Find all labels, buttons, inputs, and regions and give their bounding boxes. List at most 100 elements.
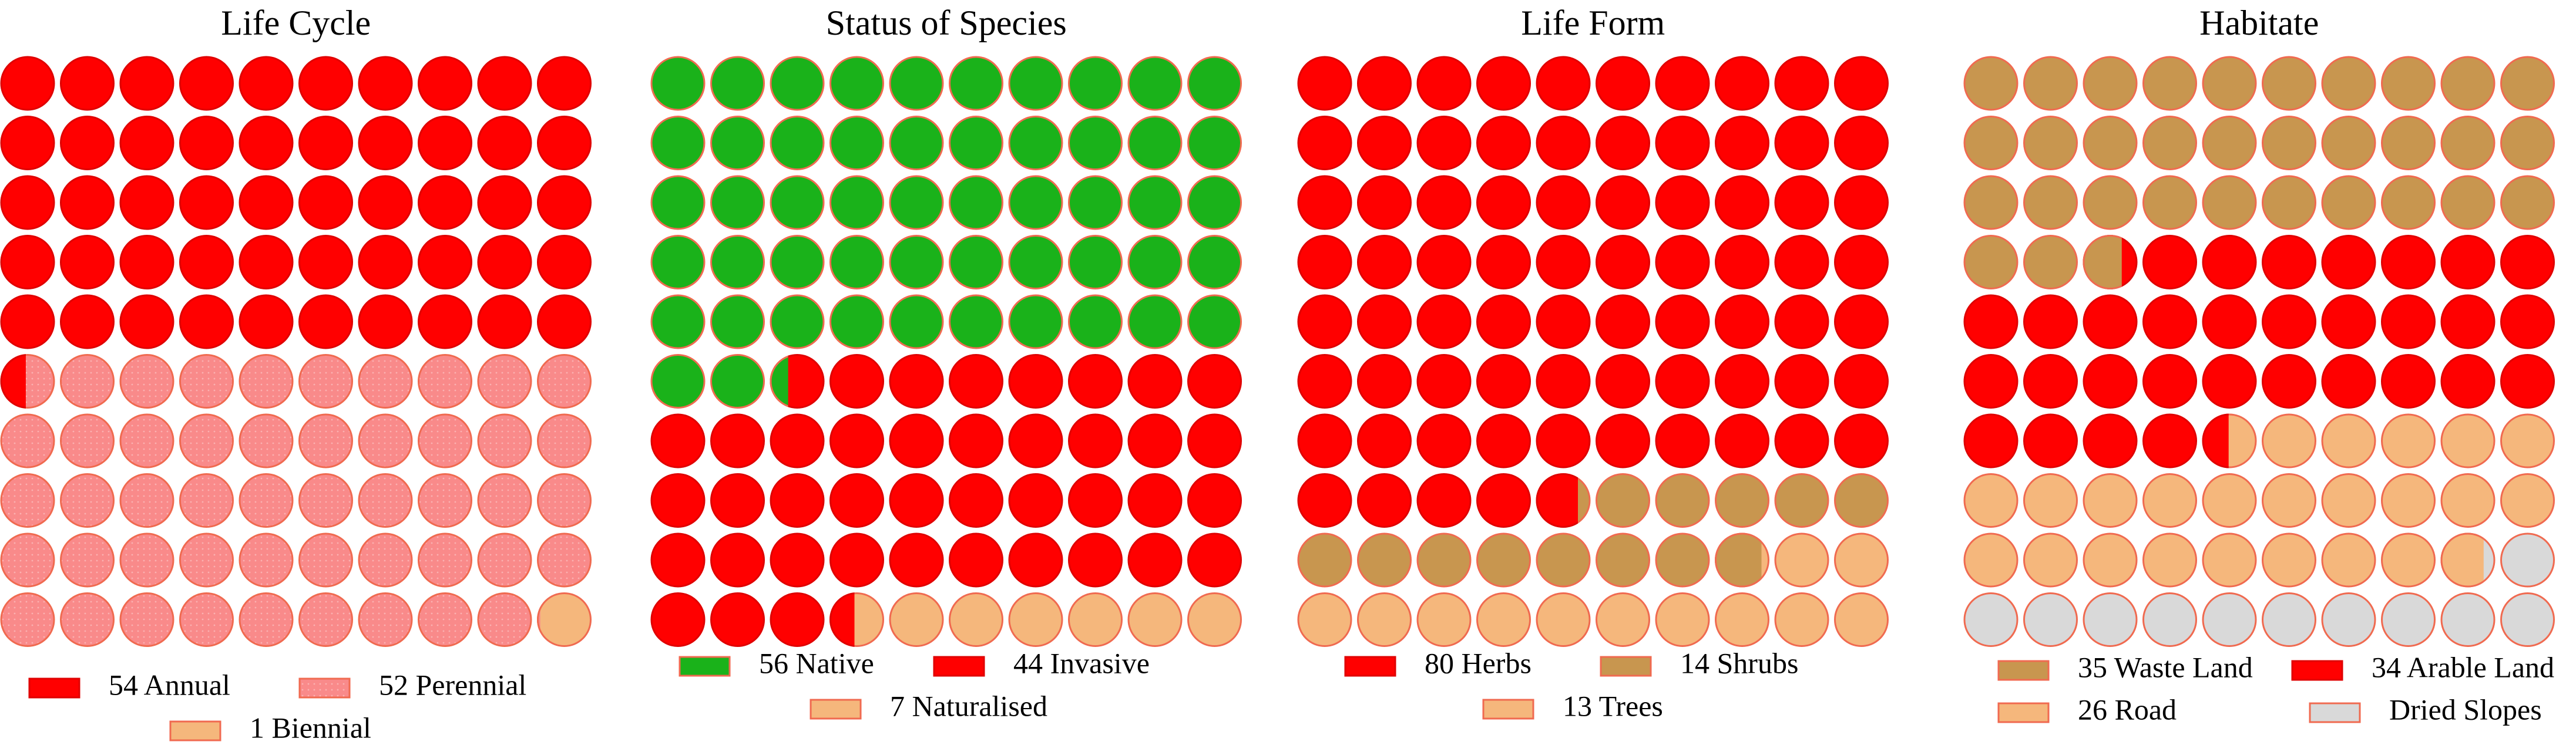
waffle-cell	[2262, 354, 2316, 409]
waffle-cell-annual	[477, 175, 532, 230]
waffle-cell	[119, 116, 174, 170]
waffle-cell-annual	[239, 116, 294, 170]
waffle-cell-invasive	[1127, 473, 1183, 528]
waffle-cell-dried-slopes	[2262, 592, 2316, 647]
waffle-cell-herbs	[1297, 235, 1352, 289]
waffle-cell-waste-land	[2381, 116, 2436, 170]
waffle-cell	[358, 235, 413, 289]
waffle-cell-annual	[0, 354, 26, 409]
waffle-cell-herbs	[1416, 175, 1472, 230]
waffle-cell	[298, 354, 353, 409]
waffle-cell-waste-land	[2440, 175, 2496, 230]
waffle-cell	[949, 473, 1003, 528]
waffle-cell-annual	[0, 116, 55, 170]
waffle-cell-invasive	[1187, 413, 1242, 468]
waffle-cell-trees	[1774, 532, 1829, 588]
waffle-cell	[2500, 56, 2555, 111]
waffle-cell	[1416, 532, 1472, 588]
waffle-cell	[650, 592, 706, 647]
waffle-cell-waste-land	[2142, 116, 2197, 170]
waffle-cell	[2083, 592, 2138, 647]
waffle-cell-perennial	[298, 413, 353, 468]
waffle-cell	[2023, 473, 2078, 528]
waffle-cell-dried-slopes	[2440, 592, 2496, 647]
waffle-cell-waste-land	[2321, 175, 2376, 230]
legend-item-waste-land: 35 Waste Land	[1997, 650, 2253, 683]
waffle-cell	[2381, 473, 2436, 528]
waffle-cell	[239, 235, 294, 289]
waffle-cell	[1963, 354, 2019, 409]
waffle-cell	[298, 116, 353, 170]
waffle-cell	[2440, 473, 2496, 528]
waffle-cell-perennial	[179, 473, 234, 528]
waffle-cell-arable-land	[2142, 413, 2197, 468]
waffle-cell	[2142, 56, 2197, 111]
waffle-cell-arable-land	[2262, 294, 2316, 349]
waffle-cell	[1187, 116, 1242, 170]
waffle-cell	[2500, 473, 2555, 528]
waffle-cell-invasive	[889, 473, 944, 528]
waffle-cell	[179, 56, 234, 111]
panel-title: Status of Species	[826, 4, 1067, 42]
waffle-cell	[60, 354, 115, 409]
waffle-cell	[2440, 413, 2496, 468]
waffle-cell-herbs	[1774, 354, 1829, 409]
waffle-cell-perennial	[298, 532, 353, 588]
legend-item-annual: 54 Annual	[28, 668, 230, 701]
waffle-cell	[239, 116, 294, 170]
waffle-cell	[1596, 413, 1650, 468]
waffle-cell	[770, 56, 825, 111]
waffle-cell	[889, 175, 944, 230]
waffle-cell-waste-land	[2083, 56, 2138, 111]
waffle-cell	[1416, 473, 1472, 528]
waffle-cell-invasive	[1127, 413, 1183, 468]
waffle-cell	[2202, 56, 2257, 111]
waffle-cell-herbs	[1416, 56, 1472, 111]
waffle-cell	[1297, 56, 1352, 111]
waffle-cell-herbs	[1476, 235, 1531, 289]
waffle-cell-invasive	[770, 413, 825, 468]
waffle-cell	[1834, 175, 1889, 230]
waffle-cell	[650, 175, 706, 230]
waffle-cell	[1655, 413, 1710, 468]
legend-item-road: 26 Road	[1997, 693, 2177, 726]
waffle-cell	[1715, 56, 1769, 111]
waffle-cell	[2202, 532, 2257, 588]
waffle-cell-native	[1187, 235, 1242, 289]
waffle-cell-perennial	[537, 473, 592, 528]
waffle-cell-perennial	[239, 413, 294, 468]
waffle-cell-herbs	[1774, 175, 1829, 230]
waffle-cell-native	[889, 116, 944, 170]
waffle-cell-perennial	[358, 354, 413, 409]
waffle-cell-native	[650, 175, 706, 230]
waffle-cell-invasive	[650, 532, 706, 588]
waffle-cell	[2083, 116, 2138, 170]
waffle-cell-herbs	[1715, 116, 1769, 170]
waffle-cell-native	[650, 116, 706, 170]
waffle-cell-native	[889, 56, 944, 111]
waffle-cell-perennial	[119, 413, 174, 468]
waffle-cell-arable-land	[2381, 235, 2436, 289]
waffle-cell-perennial	[418, 413, 472, 468]
waffle-cell	[298, 473, 353, 528]
waffle-cell-road	[2440, 473, 2496, 528]
waffle-cell-herbs	[1834, 354, 1889, 409]
waffle-cell-perennial	[358, 592, 413, 647]
waffle-cell-annual	[179, 235, 234, 289]
waffle-cell-annual	[477, 294, 532, 349]
waffle-cell-annual	[60, 175, 115, 230]
waffle-cell	[1068, 592, 1123, 647]
waffle-cell	[650, 413, 706, 468]
waffle-cell	[60, 592, 115, 647]
waffle-cell	[1774, 473, 1829, 528]
waffle-cell-perennial	[477, 354, 532, 409]
waffle-cell-herbs	[1834, 175, 1889, 230]
waffle-cell	[358, 175, 413, 230]
waffle-cell-herbs	[1357, 473, 1412, 528]
waffle-cell	[770, 473, 825, 528]
waffle-cell	[418, 235, 472, 289]
waffle-cell	[1715, 235, 1769, 289]
waffle-cell-invasive	[770, 473, 825, 528]
waffle-cell-herbs	[1655, 175, 1710, 230]
waffle-cell	[298, 413, 353, 468]
